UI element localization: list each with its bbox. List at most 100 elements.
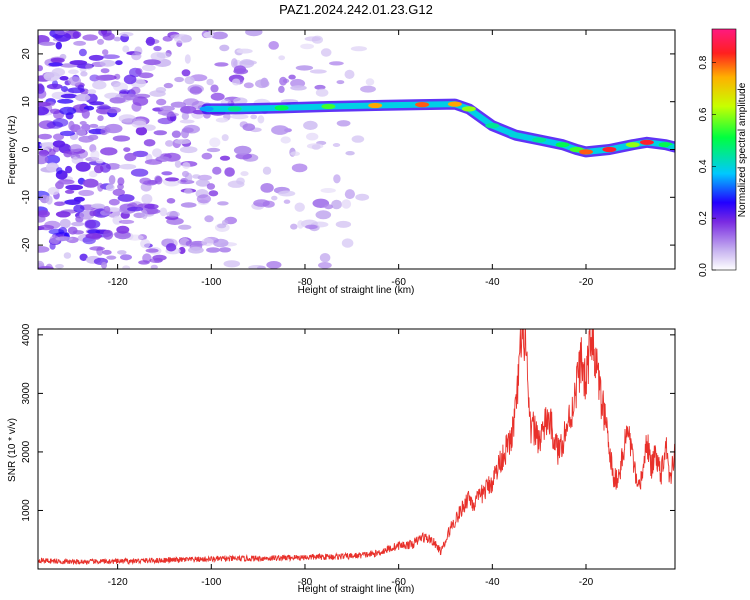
spectrogram-noise-blob [279, 76, 288, 86]
spectrogram-noise-blob [50, 108, 61, 115]
spectrogram-noise-blob [319, 253, 331, 263]
spectrogram-noise-blob [262, 166, 272, 175]
spectrogram-noise-blob [162, 112, 179, 117]
spectrogram-noise-blob [119, 89, 130, 94]
spectrogram-noise-blob [135, 126, 147, 136]
snr-x-label: Height of straight line (km) [298, 584, 415, 595]
spectrogram-noise-blob [48, 228, 65, 235]
spectrogram-noise-blob [211, 31, 228, 40]
spectrogram-noise-blob [203, 31, 214, 38]
spectrogram-noise-blob [38, 224, 55, 231]
snr-x-tick-label: -40 [485, 577, 500, 588]
colorbar-gradient [711, 28, 737, 271]
spectrogram-noise-blob [182, 162, 191, 169]
spectrogram-noise-blob [179, 119, 195, 124]
spectrogram-noise-blob [183, 98, 199, 106]
spectrogram-noise-blob [189, 86, 202, 95]
spectrogram-noise-blob [209, 137, 221, 148]
spectrogram-noise-blob [89, 123, 99, 128]
colorbar-tick-label: 0.0 [698, 263, 709, 277]
spectrogram-noise-blob [108, 175, 116, 185]
spectrogram-noise-blob [104, 123, 123, 134]
snr-x-tick-label: -60 [391, 577, 406, 588]
spectrogram-noise-blob [304, 36, 321, 42]
spectrogram-noise-blob [138, 72, 154, 79]
spectrogram-noise-blob [52, 140, 66, 148]
spectrogram-noise-blob [331, 199, 342, 210]
spectrogram-x-tick-label: -40 [485, 277, 500, 288]
spectrogram-noise-blob [242, 123, 256, 131]
spectrogram-noise-blob [341, 238, 354, 248]
spectrogram-noise-blob [59, 218, 71, 229]
spectrogram-noise-blob [141, 209, 148, 220]
spectrogram-noise-blob [165, 177, 179, 182]
spectrogram-noise-blob [105, 184, 115, 192]
spectrogram-noise-blob [60, 93, 78, 99]
spectrogram-noise-blob [268, 41, 280, 50]
spectrogram-noise-blob [97, 38, 104, 45]
snr-y-tick-label: 2000 [21, 440, 32, 463]
spectrogram-x-tick-label: -20 [579, 277, 594, 288]
spectrogram-noise-blob [52, 118, 69, 127]
spectrogram-noise-blob [159, 207, 168, 217]
spectrogram-noise-blob [365, 78, 375, 86]
spectrogram-noise-blob [201, 152, 213, 160]
spectrogram-noise-blob [95, 74, 114, 81]
spectrogram-noise-blob [283, 199, 291, 204]
spectrogram-noise-blob [127, 206, 144, 212]
spectrogram-noise-blob [65, 184, 84, 191]
spectrogram-noise-blob [82, 34, 98, 41]
spectrogram-y-tick-label: 10 [21, 96, 32, 108]
spectrogram-noise-blob [93, 164, 104, 174]
spectrogram-noise-blob [153, 45, 162, 52]
spectrogram-noise-blob [119, 32, 134, 37]
spectrogram-ridge-peak [625, 142, 640, 148]
spectrogram-noise-blob [180, 202, 197, 208]
spectrogram-noise-blob [188, 246, 204, 254]
spectrogram-y-tick-label: -20 [21, 237, 32, 252]
spectrogram-noise-blob [230, 114, 249, 120]
spectrogram-noise-blob [122, 45, 130, 53]
spectrogram-noise-blob [290, 85, 307, 91]
spectrogram-noise-blob [179, 146, 198, 154]
spectrogram-noise-blob [57, 98, 74, 104]
spectrogram-noise-blob [145, 36, 155, 47]
spectrogram-noise-blob [231, 78, 241, 86]
spectrogram-noise-blob [72, 31, 80, 39]
spectrogram-noise-blob [305, 224, 318, 230]
spectrogram-noise-blob [131, 52, 142, 61]
spectrogram-y-tick-label: -10 [21, 190, 32, 205]
spectrogram-noise-blob [131, 120, 147, 128]
spectrogram-noise-blob [120, 254, 132, 261]
spectrogram-noise-blob [69, 60, 88, 66]
spectrogram-noise-blob [240, 171, 249, 177]
spectrogram-noise-blob [76, 129, 87, 136]
spectrogram-noise-blob [97, 182, 104, 192]
spectrogram-noise-blob [84, 219, 96, 229]
spectrogram-noise-blob [87, 134, 99, 141]
spectrogram-noise-blob [223, 260, 241, 268]
spectrogram-ridge-peak [274, 105, 289, 111]
spectrogram-noise-blob [174, 139, 191, 145]
spectrogram-noise-blob [271, 195, 278, 201]
spectrogram-noise-blob [81, 109, 90, 119]
spectrogram-noise-blob [97, 115, 104, 122]
spectrogram-noise-blob [184, 188, 193, 194]
spectrogram-noise-blob [152, 148, 162, 158]
spectrogram-noise-blob [231, 58, 238, 68]
spectrogram-noise-blob [123, 74, 137, 85]
spectrogram-noise-blob [161, 171, 173, 176]
spectrogram-noise-blob [178, 224, 192, 230]
spectrogram-noise-blob [224, 167, 235, 177]
spectrogram-noise-blob [123, 147, 131, 153]
spectrogram-noise-blob [100, 128, 108, 136]
snr-series-line [38, 329, 675, 566]
spectrogram-noise-blob [112, 188, 126, 196]
spectrogram-noise-blob [77, 84, 85, 91]
spectrogram-noise-blob [38, 266, 54, 269]
spectrogram-noise-blob [221, 219, 229, 226]
spectrogram-noise-blob [360, 85, 376, 93]
spectrogram-noise-blob [311, 144, 321, 150]
